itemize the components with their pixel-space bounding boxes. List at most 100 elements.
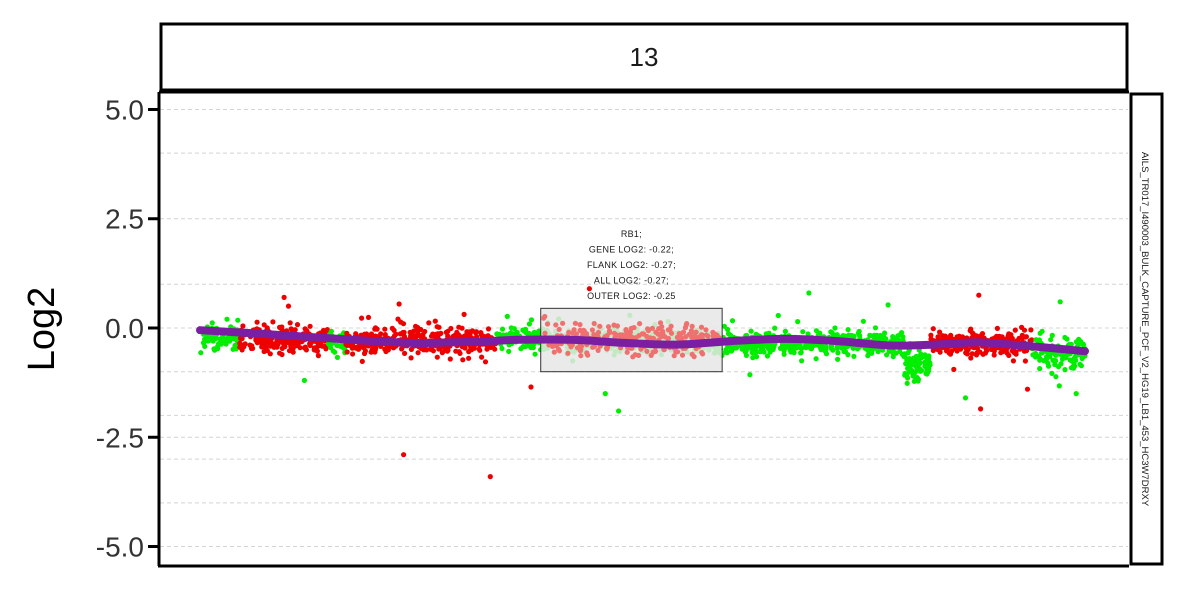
data-point <box>982 350 989 356</box>
data-point <box>832 325 838 331</box>
data-point <box>911 373 918 379</box>
data-point <box>350 351 356 357</box>
gene-point <box>659 324 665 330</box>
data-point <box>975 345 981 351</box>
data-point <box>805 331 811 337</box>
gene-point <box>614 323 621 329</box>
data-point <box>890 354 896 360</box>
y-tick-label: -2.5 <box>96 422 144 453</box>
sample-label: AILS_TR017_I490003_BULK_CAPTURE_PCF_V2_H… <box>1139 152 1150 507</box>
data-point <box>947 334 953 340</box>
gene-point <box>632 352 638 358</box>
gene-point <box>570 330 576 336</box>
data-point <box>907 363 913 369</box>
data-point <box>954 348 960 354</box>
outlier-point <box>806 290 812 296</box>
gene-point <box>585 352 591 358</box>
data-point <box>466 355 472 361</box>
data-point <box>204 334 210 340</box>
data-point <box>725 326 731 333</box>
data-point <box>1080 354 1086 360</box>
data-point <box>1049 370 1055 376</box>
data-point <box>994 325 1001 331</box>
gene-point <box>649 325 656 331</box>
outlier-point <box>1057 299 1063 305</box>
data-point <box>478 330 484 336</box>
data-point <box>937 349 943 355</box>
data-point <box>882 330 888 336</box>
data-point <box>520 327 526 333</box>
annotation-line: RB1; <box>621 229 642 239</box>
data-point <box>886 348 892 354</box>
data-point <box>865 353 871 359</box>
data-point <box>315 353 321 359</box>
y-tick-label: 2.5 <box>105 204 144 235</box>
gene-point <box>703 327 709 333</box>
data-point <box>828 329 834 335</box>
data-point <box>415 324 421 331</box>
gene-point <box>636 333 642 339</box>
data-point <box>402 350 408 356</box>
data-point <box>1028 327 1034 333</box>
data-point <box>461 333 468 339</box>
data-point <box>915 356 921 362</box>
data-point <box>230 346 236 352</box>
gene-point <box>566 329 572 335</box>
data-point <box>1006 352 1012 358</box>
data-point <box>332 349 338 355</box>
gene-point <box>595 347 601 353</box>
data-point <box>995 334 1001 340</box>
data-point <box>506 348 512 354</box>
data-point <box>398 319 404 325</box>
data-point <box>307 323 313 329</box>
data-point <box>798 350 804 356</box>
data-point <box>368 349 374 355</box>
data-point <box>401 333 407 339</box>
data-point <box>973 352 980 358</box>
data-point <box>528 317 535 323</box>
gene-point <box>572 320 579 326</box>
data-point <box>319 343 325 349</box>
data-point <box>911 362 917 368</box>
data-point <box>374 326 380 332</box>
data-point <box>528 343 534 349</box>
data-point <box>490 344 496 350</box>
data-point <box>947 351 954 357</box>
data-point <box>900 334 906 340</box>
data-point <box>781 348 787 354</box>
data-point <box>902 372 908 378</box>
data-point <box>1062 367 1068 373</box>
annotation-line: FLANK LOG2: -0.27; <box>587 260 676 270</box>
data-point <box>823 351 830 357</box>
data-point <box>456 349 462 355</box>
gene-point <box>605 344 611 350</box>
data-point <box>842 333 848 339</box>
data-point <box>279 351 285 358</box>
data-point <box>1019 324 1025 330</box>
data-point <box>723 347 729 353</box>
data-point <box>444 348 450 354</box>
gene-annotation: RB1; GENE LOG2: -0.22; FLANK LOG2: -0.27; A… <box>587 229 676 301</box>
gene-point <box>542 330 548 336</box>
data-point <box>279 324 285 330</box>
outlier-point <box>602 391 608 397</box>
data-point <box>287 320 293 326</box>
data-point <box>897 348 903 355</box>
gene-point <box>689 323 695 329</box>
gene-point <box>605 324 612 330</box>
y-tick-label: 0.0 <box>105 313 144 344</box>
data-point <box>1053 358 1059 364</box>
data-point <box>864 346 871 352</box>
data-point <box>835 356 841 362</box>
data-point <box>871 332 877 338</box>
data-point <box>532 351 538 357</box>
data-point <box>1022 334 1028 340</box>
data-point <box>1072 363 1078 369</box>
outlier-point <box>586 286 593 292</box>
outlier-point <box>1024 386 1031 392</box>
outlier-point <box>528 384 534 390</box>
gene-point <box>652 348 659 354</box>
data-point <box>225 335 231 341</box>
data-point <box>770 346 776 353</box>
